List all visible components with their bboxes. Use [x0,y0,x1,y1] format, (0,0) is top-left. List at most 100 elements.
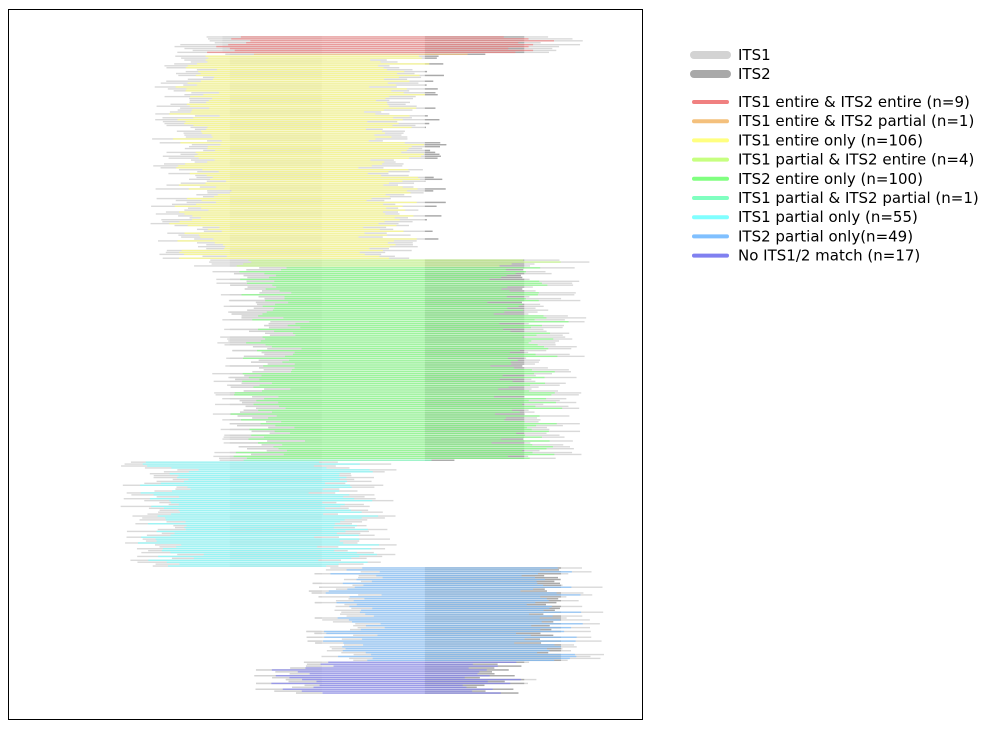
category-line [364,598,547,600]
category-line [192,109,385,111]
category-line [196,63,430,65]
category-line [262,390,530,392]
legend-category-7-label: ITS2 partial only(n=49) [738,227,913,245]
category-line [169,473,340,475]
category-line [140,484,351,486]
category-line [379,571,572,573]
category-line [192,219,400,221]
category-line [336,601,536,604]
category-line [162,548,372,550]
category-line [198,70,405,73]
category-line [171,501,323,504]
category-line [187,65,379,67]
category-line [373,615,553,617]
category-line [179,220,385,223]
its1-region [261,351,322,354]
category-line [157,515,379,517]
category-line [316,680,488,683]
its2-region [424,88,438,90]
category-line [228,43,534,46]
category-line [362,567,558,569]
category-line [243,263,512,265]
its1-region [306,663,322,665]
category-line [188,188,418,190]
category-line [219,92,404,94]
category-line [184,526,334,529]
category-line [229,192,411,194]
category-line [151,505,341,508]
category-line [282,361,511,363]
category-line [156,540,340,542]
category-line [371,653,575,656]
category-line [328,661,517,663]
category-line [265,299,539,302]
category-line [272,284,548,286]
category-line [171,467,327,469]
its2-region [424,142,441,144]
category-line [207,61,381,63]
category-line [206,128,366,131]
category-line [302,678,521,681]
its2-region [424,145,441,148]
category-line [234,394,552,396]
category-line [214,242,388,244]
category-line [279,290,510,292]
category-line [282,444,533,446]
its1-region [306,630,322,633]
its2-region [424,55,439,57]
category-line [177,240,394,242]
category-line [274,330,511,333]
category-line [275,675,490,677]
category-line [205,55,419,57]
category-line [212,97,386,100]
category-line [359,611,582,613]
category-line [279,405,536,408]
category-line [208,209,406,211]
category-line [284,296,507,298]
its2-region [424,144,447,146]
category-line [328,590,521,592]
category-line [236,265,500,267]
its2-region [424,153,440,156]
its1-region [314,573,322,575]
category-line [219,226,364,229]
category-line [282,688,493,690]
category-line [169,222,379,225]
category-line [179,257,390,259]
category-line [207,145,412,148]
category-line [184,122,399,125]
category-line [183,480,347,483]
category-line [178,474,340,477]
its2-region [424,190,434,192]
category-line [186,103,388,105]
category-line [179,511,362,513]
category-line [212,136,392,138]
its2-region [424,149,431,152]
category-line [169,499,373,502]
its1-region [259,367,322,369]
its2-region [424,215,442,217]
category-line [294,363,512,365]
category-line [248,376,545,379]
category-line [274,307,508,309]
category-line [260,340,532,342]
category-line [174,205,403,207]
its1-region [304,684,322,687]
category-line [274,430,549,433]
its2-region [424,119,440,121]
legend-category-3-label: ITS1 partial & ITS2 entire (n=4) [738,151,974,169]
its2-region [424,92,436,94]
category-line [186,197,372,200]
its1-region [314,601,322,604]
category-line [264,397,547,400]
category-line [185,528,368,531]
category-line [195,74,420,77]
category-line [173,138,376,140]
category-line [176,546,318,548]
category-line [181,544,380,546]
its1-region [296,692,322,694]
its1-region [306,636,322,638]
category-line [170,534,359,536]
category-line [382,576,536,579]
